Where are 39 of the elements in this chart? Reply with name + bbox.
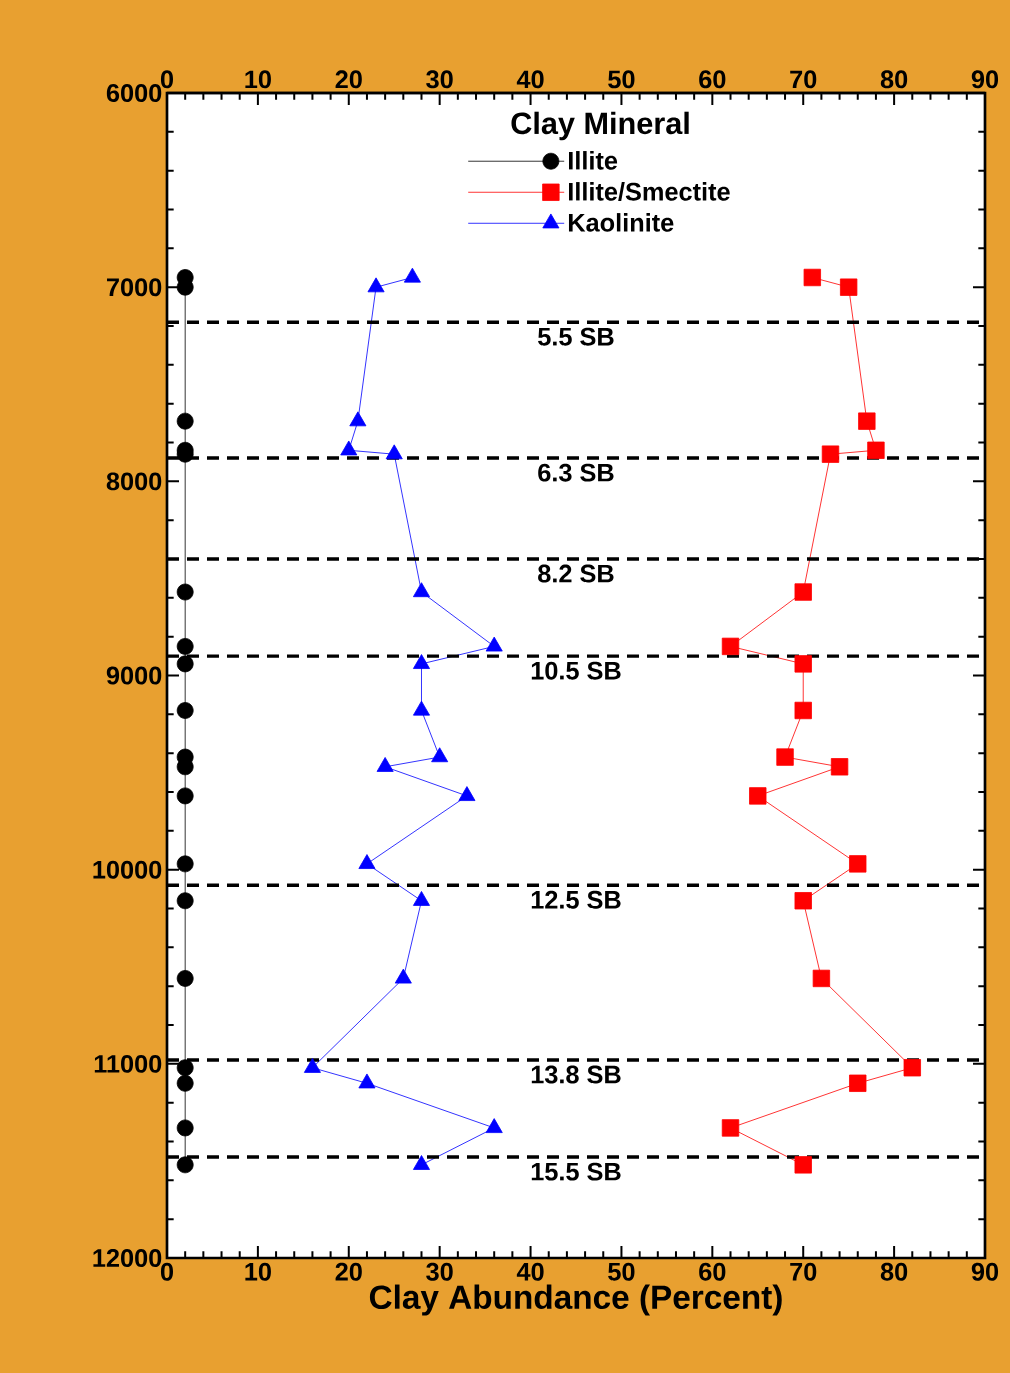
x2-tick-label: 90 <box>971 1262 999 1281</box>
x2-tick-label: 80 <box>880 1262 908 1281</box>
x2-tick-label: 40 <box>516 1262 544 1281</box>
x-tick-label: 10 <box>245 70 271 89</box>
x2-tick-label: 50 <box>608 1262 635 1281</box>
legend-label: Illite/Smectite <box>568 182 730 201</box>
y-tick-label: 6000 <box>106 84 162 102</box>
x-tick-label: 80 <box>880 70 908 89</box>
x2-tick-label: 30 <box>426 1262 453 1281</box>
x-tick-label: 40 <box>516 70 544 89</box>
ref-line-label: 5.5 SB <box>538 327 614 346</box>
y-tick-label: 9000 <box>106 666 162 685</box>
x2-tick-label: 70 <box>790 1262 817 1281</box>
x-axis-title: Clay Abundance (Percent) <box>369 1284 782 1316</box>
x-tick-label: 20 <box>335 70 362 89</box>
ref-line-label: 12.5 SB <box>531 890 621 909</box>
x-tick-label: 60 <box>699 70 726 89</box>
x-tick-label: 90 <box>971 70 999 89</box>
legend-title: Clay Mineral <box>511 111 689 141</box>
ref-line-label: 6.3 SB <box>538 463 614 482</box>
ref-line-label: 10.5 SB <box>531 661 621 680</box>
x-tick-label: 50 <box>608 70 635 89</box>
x2-tick-label: 20 <box>335 1262 362 1281</box>
legend-label: Illite <box>568 151 618 170</box>
ref-line-label: 8.2 SB <box>538 564 614 583</box>
x2-tick-label: 0 <box>160 1262 174 1281</box>
x2-tick-label: 60 <box>699 1262 726 1281</box>
x2-tick-label: 10 <box>245 1262 271 1281</box>
x-tick-label: 0 <box>160 70 174 89</box>
x-tick-label: 30 <box>426 70 453 89</box>
y-tick-label: 7000 <box>107 278 162 297</box>
y-tick-label: 8000 <box>106 472 162 491</box>
y-tick-label: 10000 <box>93 860 162 879</box>
y-tick-label: 11000 <box>94 1054 162 1073</box>
legend-label: Kaolinite <box>568 213 674 232</box>
y-tick-label: 12000 <box>93 1249 162 1267</box>
ref-line-label: 13.8 SB <box>531 1065 621 1084</box>
ref-line-label: 15.5 SB <box>531 1162 621 1181</box>
x-tick-label: 70 <box>790 70 817 89</box>
